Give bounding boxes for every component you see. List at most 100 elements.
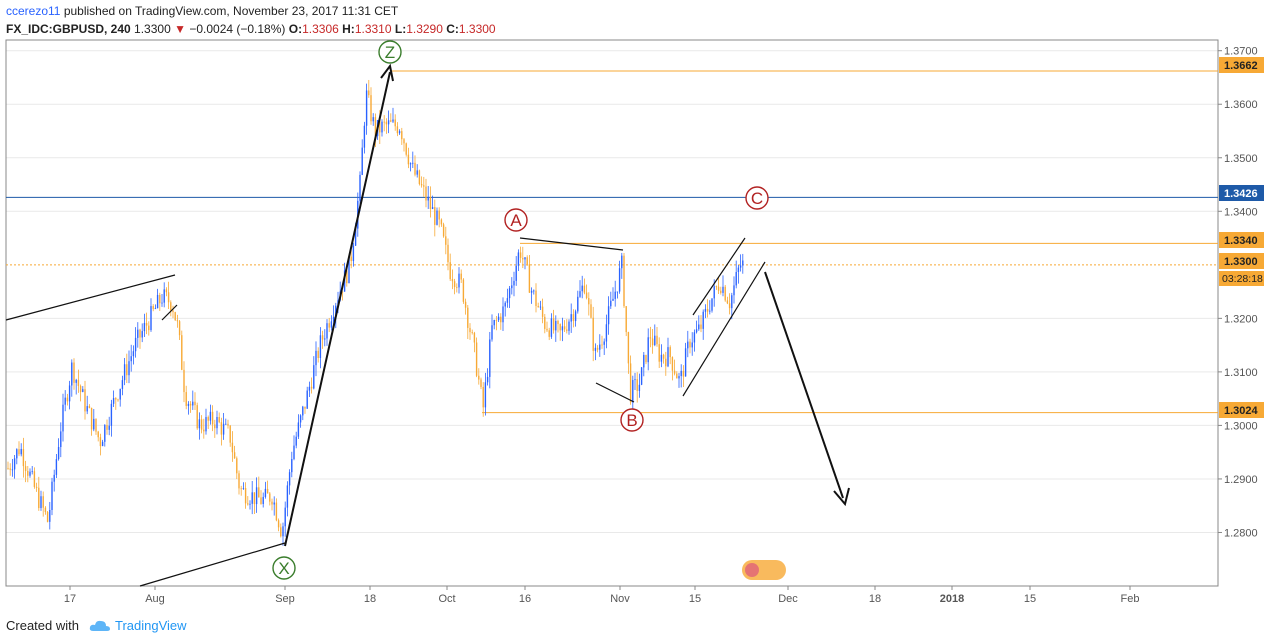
candle-body <box>101 441 104 447</box>
candle-body <box>121 380 124 389</box>
candle-body <box>398 131 401 134</box>
y-tick-label: 1.3700 <box>1224 46 1258 58</box>
candle-body <box>341 291 344 293</box>
wave-label-c: C <box>751 189 763 208</box>
candle-body <box>379 119 381 133</box>
candle-body <box>370 95 372 122</box>
x-tick-label: 2018 <box>940 593 964 605</box>
candle-body <box>258 487 260 498</box>
candle-body <box>40 496 42 509</box>
candle-body <box>284 507 286 527</box>
candle-body <box>372 117 374 122</box>
candle-body <box>189 403 192 406</box>
candle-body <box>475 342 478 376</box>
down-triangle-icon: ▼ <box>174 22 186 36</box>
candle-body <box>563 326 566 330</box>
candle-body <box>73 362 75 383</box>
candle-body <box>387 120 390 125</box>
candle-body <box>185 392 187 406</box>
candle-body <box>577 296 579 312</box>
candle-body <box>711 298 713 311</box>
candle-body <box>13 458 16 470</box>
candle-body <box>667 347 669 367</box>
candle-body <box>616 291 619 293</box>
price-label: 1.3426 <box>1224 188 1258 200</box>
wave-label-circle <box>378 40 402 64</box>
candle-body <box>605 324 608 342</box>
candle-body <box>33 471 36 487</box>
x-tick-label: Oct <box>438 593 455 605</box>
candle-body <box>233 452 236 459</box>
candle-body <box>55 459 58 475</box>
candle-body <box>123 364 126 381</box>
y-tick-label: 1.3200 <box>1224 313 1258 325</box>
candle-body <box>84 389 86 412</box>
candle-body <box>227 423 229 426</box>
candle-body <box>167 292 170 303</box>
candle-body <box>211 411 214 425</box>
price-label: 1.3340 <box>1224 235 1258 247</box>
candle-body <box>418 170 421 185</box>
candle-body <box>557 320 559 325</box>
candle-body <box>11 469 14 471</box>
wave-label-circle <box>272 556 296 580</box>
candle-body <box>288 472 291 486</box>
candle-body <box>126 364 128 376</box>
x-tick-label: 17 <box>64 593 76 605</box>
channel-end-line <box>161 304 178 321</box>
candle-body <box>693 332 696 343</box>
candle-body <box>676 373 678 379</box>
candle-body <box>260 497 262 504</box>
candle-body <box>453 281 456 287</box>
candle-body <box>348 256 350 284</box>
candle-body <box>698 324 700 330</box>
low-value: 1.3290 <box>406 22 443 36</box>
candle-body <box>77 379 80 386</box>
candle-body <box>238 473 240 489</box>
candle-body <box>156 294 159 309</box>
candle-body <box>438 210 440 220</box>
candle-body <box>497 316 500 321</box>
candle-body <box>612 298 614 301</box>
candle-body <box>594 347 597 351</box>
price-label: 1.3024 <box>1224 405 1259 417</box>
candle-body <box>559 324 561 331</box>
candle-body <box>416 170 418 175</box>
candle-body <box>445 236 447 245</box>
candle-body <box>390 120 392 122</box>
x-tick-label: Nov <box>610 593 630 605</box>
y-tick-label: 1.3100 <box>1224 367 1258 379</box>
candle-body <box>38 487 40 509</box>
open-value: 1.3306 <box>302 22 339 36</box>
candle-body <box>203 429 205 432</box>
candle-body <box>31 471 33 473</box>
y-tick-label: 1.3400 <box>1224 206 1258 218</box>
close-label: C: <box>446 22 459 36</box>
candle-body <box>623 255 625 307</box>
candle-body <box>62 404 64 432</box>
candle-body <box>700 324 702 329</box>
price-label-box <box>1219 57 1264 73</box>
wave-label-circle <box>745 186 769 210</box>
candle-body <box>249 503 251 505</box>
candle-body <box>181 335 183 370</box>
candle-body <box>645 354 647 363</box>
candle-body <box>480 379 482 387</box>
candle-body <box>566 329 568 331</box>
author-name[interactable]: ccerezo11 <box>6 4 61 18</box>
candle-body <box>458 273 460 288</box>
candle-body <box>447 244 449 263</box>
candle-body <box>662 354 665 359</box>
candle-body <box>385 121 388 125</box>
candle-body <box>431 207 434 210</box>
candle-body <box>134 337 137 352</box>
candle-body <box>629 363 632 403</box>
tradingview-link[interactable]: TradingView <box>114 618 187 633</box>
candle-body <box>207 417 209 421</box>
candle-body <box>97 431 99 438</box>
candle-body <box>581 285 583 292</box>
candle-body <box>724 286 726 301</box>
up-arrow-head <box>380 63 394 82</box>
candle-body <box>420 184 423 186</box>
